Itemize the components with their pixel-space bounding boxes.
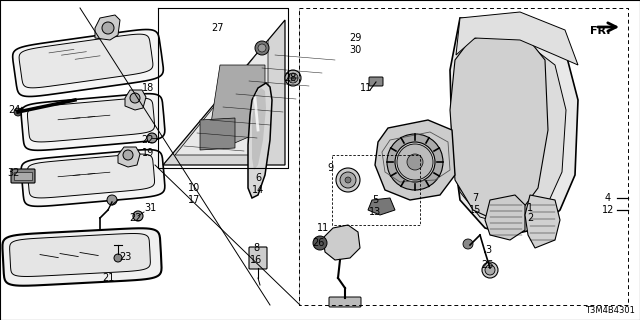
Polygon shape <box>21 94 165 150</box>
Text: 3: 3 <box>485 245 491 255</box>
Text: 9: 9 <box>327 163 333 173</box>
Polygon shape <box>252 88 266 170</box>
Text: 29: 29 <box>349 33 361 43</box>
Text: 17: 17 <box>188 195 200 205</box>
Circle shape <box>463 239 473 249</box>
Polygon shape <box>13 29 163 97</box>
Text: 7: 7 <box>472 193 478 203</box>
Text: 18: 18 <box>142 83 154 93</box>
Text: 22: 22 <box>129 213 141 223</box>
Polygon shape <box>3 228 161 286</box>
Text: 14: 14 <box>252 185 264 195</box>
Circle shape <box>285 70 301 86</box>
Circle shape <box>397 144 433 180</box>
Text: 8: 8 <box>253 243 259 253</box>
Polygon shape <box>95 15 120 40</box>
Text: 13: 13 <box>369 207 381 217</box>
FancyBboxPatch shape <box>329 297 361 307</box>
Circle shape <box>336 168 360 192</box>
Circle shape <box>255 41 269 55</box>
Polygon shape <box>19 34 153 88</box>
Text: 11: 11 <box>360 83 372 93</box>
Text: 30: 30 <box>349 45 361 55</box>
Text: 26: 26 <box>312 238 324 248</box>
Polygon shape <box>375 120 455 200</box>
Circle shape <box>123 150 133 160</box>
Polygon shape <box>525 195 560 248</box>
Polygon shape <box>210 65 265 145</box>
Text: 23: 23 <box>119 252 131 262</box>
Polygon shape <box>368 198 395 215</box>
Circle shape <box>14 108 22 116</box>
Text: 21: 21 <box>102 273 114 283</box>
Text: 19: 19 <box>142 148 154 158</box>
Text: 25: 25 <box>482 260 494 270</box>
Polygon shape <box>323 225 360 260</box>
Polygon shape <box>118 147 140 167</box>
Text: 6: 6 <box>255 173 261 183</box>
Polygon shape <box>450 18 578 235</box>
Polygon shape <box>485 195 525 240</box>
Text: 16: 16 <box>250 255 262 265</box>
Circle shape <box>258 44 266 52</box>
Circle shape <box>407 154 423 170</box>
Polygon shape <box>125 90 146 110</box>
Text: 32: 32 <box>8 168 20 178</box>
Circle shape <box>340 172 356 188</box>
Polygon shape <box>28 98 155 142</box>
Polygon shape <box>455 35 566 224</box>
Polygon shape <box>248 83 272 198</box>
Circle shape <box>114 254 122 262</box>
Polygon shape <box>456 12 578 65</box>
Circle shape <box>133 211 143 221</box>
Text: 1: 1 <box>527 203 533 213</box>
Circle shape <box>107 195 117 205</box>
FancyBboxPatch shape <box>369 77 383 86</box>
Circle shape <box>482 262 498 278</box>
Circle shape <box>485 265 495 275</box>
Polygon shape <box>175 40 268 155</box>
Circle shape <box>147 133 157 143</box>
Text: 11: 11 <box>317 223 329 233</box>
FancyBboxPatch shape <box>249 247 267 269</box>
Text: 12: 12 <box>602 205 614 215</box>
Polygon shape <box>163 20 285 165</box>
Text: 15: 15 <box>469 205 481 215</box>
Text: 2: 2 <box>527 213 533 223</box>
Polygon shape <box>10 234 150 276</box>
Polygon shape <box>450 30 548 220</box>
Text: 4: 4 <box>605 193 611 203</box>
Text: FR.: FR. <box>590 26 611 36</box>
Circle shape <box>345 177 351 183</box>
Circle shape <box>313 236 327 250</box>
Text: 5: 5 <box>372 195 378 205</box>
Circle shape <box>102 22 114 34</box>
Polygon shape <box>200 118 235 150</box>
Polygon shape <box>21 150 165 206</box>
Text: 22: 22 <box>141 135 154 145</box>
FancyBboxPatch shape <box>11 169 35 183</box>
Circle shape <box>288 73 298 83</box>
Circle shape <box>130 93 140 103</box>
Text: 28: 28 <box>284 73 296 83</box>
Text: 24: 24 <box>8 105 20 115</box>
Text: T3M4B4301: T3M4B4301 <box>585 306 635 315</box>
Text: 10: 10 <box>188 183 200 193</box>
Polygon shape <box>28 154 155 198</box>
Text: 31: 31 <box>144 203 156 213</box>
Bar <box>14 172 32 180</box>
Text: 27: 27 <box>212 23 224 33</box>
